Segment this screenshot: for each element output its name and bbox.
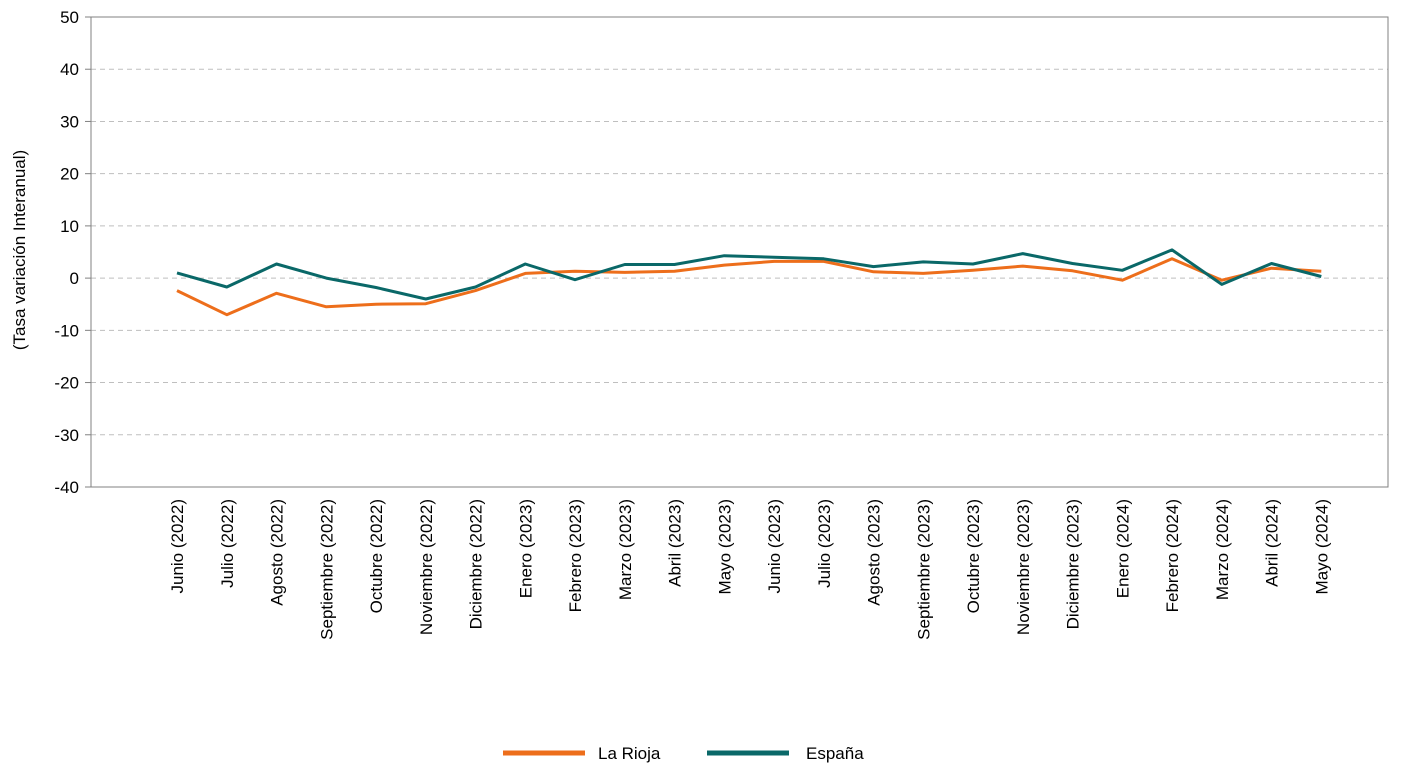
x-tick-label: Septiembre (2022)	[317, 499, 336, 640]
legend-label: España	[806, 744, 864, 763]
x-tick-label: Junio (2022)	[168, 499, 187, 594]
x-tick-label: Diciembre (2022)	[467, 499, 486, 629]
plot-frame	[90, 16, 1389, 488]
x-tick-label: Enero (2023)	[516, 499, 535, 598]
y-axis-title: (Tasa variación Interanual)	[10, 150, 29, 350]
y-tick-label: 20	[60, 165, 79, 184]
x-tick-label: Febrero (2023)	[566, 499, 585, 612]
x-tick-label: Noviembre (2023)	[1014, 499, 1033, 635]
x-tick-label: Junio (2023)	[765, 499, 784, 594]
series-lines	[176, 248, 1322, 317]
x-tick-label: Julio (2023)	[815, 499, 834, 588]
y-tick-label: 10	[60, 217, 79, 236]
y-tick-label: -20	[54, 374, 79, 393]
x-tick-label: Abril (2023)	[666, 499, 685, 587]
x-tick-label: Marzo (2024)	[1213, 499, 1232, 600]
series-line	[176, 257, 1322, 317]
legend-label: La Rioja	[598, 744, 661, 763]
series-line	[176, 248, 1322, 301]
y-tick-label: -40	[54, 478, 79, 497]
x-tick-label: Noviembre (2022)	[417, 499, 436, 635]
x-tick-labels: Junio (2022) Julio (2022) Agosto (2022) Sep…	[168, 499, 1331, 640]
x-tick-label: Agosto (2023)	[865, 499, 884, 606]
x-tick-label: Julio (2022)	[218, 499, 237, 588]
x-tick-label: Marzo (2023)	[616, 499, 635, 600]
axes	[85, 16, 1389, 488]
x-tick-label: Octubre (2022)	[367, 499, 386, 613]
y-tick-label: 30	[60, 112, 79, 131]
y-tick-label: 0	[70, 269, 79, 288]
legend: La Rioja España	[503, 744, 864, 763]
y-tick-labels: 50 40 30 20 10 0 -10 -20 -30 -40	[54, 8, 79, 497]
gridlines	[91, 68, 1388, 436]
x-tick-label: Agosto (2022)	[268, 499, 287, 606]
y-tick-label: 50	[60, 8, 79, 27]
x-tick-label: Octubre (2023)	[964, 499, 983, 613]
x-tick-label: Febrero (2024)	[1163, 499, 1182, 612]
y-tick-label: 40	[60, 60, 79, 79]
y-tick-label: -10	[54, 321, 79, 340]
x-tick-label: Mayo (2024)	[1312, 499, 1331, 594]
x-tick-label: Mayo (2023)	[715, 499, 734, 594]
x-tick-label: Abril (2024)	[1263, 499, 1282, 587]
x-tick-label: Enero (2024)	[1113, 499, 1132, 598]
x-tick-label: Septiembre (2023)	[914, 499, 933, 640]
x-tick-label: Diciembre (2023)	[1064, 499, 1083, 629]
y-tick-label: -30	[54, 426, 79, 445]
